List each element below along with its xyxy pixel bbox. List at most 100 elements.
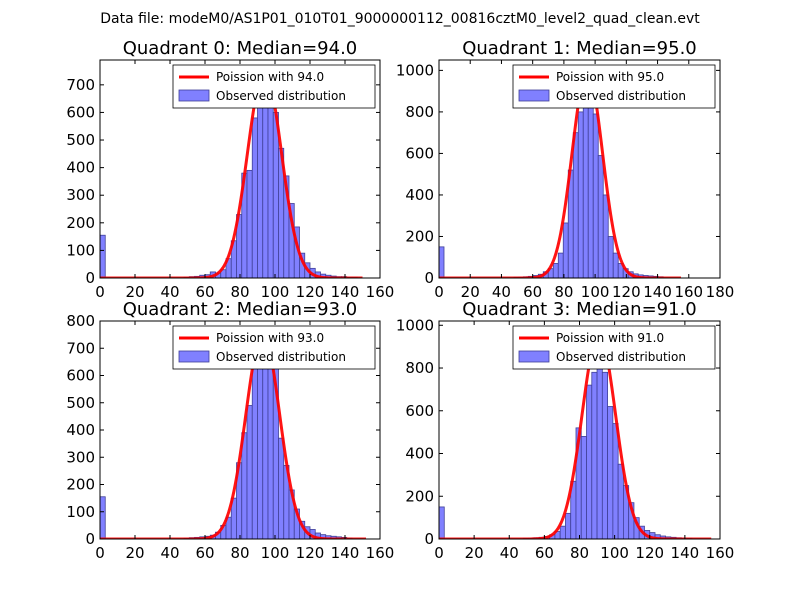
y-tick-label: 600 xyxy=(66,103,95,121)
x-tick-label: 0 xyxy=(95,283,105,301)
histogram-bar xyxy=(559,525,566,539)
histogram-bar xyxy=(552,263,559,278)
subplot-quadrant-0: 0 20 40 60 80 100 120 140 160 0 100 200 300 400 500 600… xyxy=(66,38,394,301)
histogram-bar xyxy=(592,113,599,278)
subplot-quadrant-1: 0 20 40 60 80 100 120 140 160 180 0 200 400 600 800 100… xyxy=(396,38,735,301)
histogram-bar xyxy=(278,437,285,539)
legend-observed-swatch xyxy=(178,350,210,363)
histogram-bar xyxy=(246,169,253,278)
legend-curve-label: Poission with 95.0 xyxy=(556,70,664,84)
histogram-bar xyxy=(607,406,614,539)
histogram-bar xyxy=(612,252,619,278)
x-tick-label: 160 xyxy=(366,283,395,301)
subplot-quadrant-2: 0 20 40 60 80 100 120 140 160 0 100 200 300 400 500 600… xyxy=(66,299,394,562)
histogram-bar xyxy=(591,371,598,539)
x-tick-label: 20 xyxy=(465,544,484,562)
histogram-bar xyxy=(596,354,603,539)
y-tick-label: 300 xyxy=(66,448,95,466)
histogram-bar xyxy=(565,512,572,539)
y-tick-label: 1000 xyxy=(396,316,434,334)
x-tick-label: 120 xyxy=(612,283,641,301)
legend: Poission with 95.0 Observed distribution xyxy=(512,64,716,109)
y-tick-label: 400 xyxy=(66,421,95,439)
histogram-bar xyxy=(597,155,604,278)
legend: Poission with 93.0 Observed distribution xyxy=(172,325,376,370)
x-tick-label: 60 xyxy=(523,283,542,301)
histogram-bar xyxy=(557,252,564,278)
histogram-bar xyxy=(100,496,106,539)
x-tick-label: 60 xyxy=(195,283,214,301)
y-tick-label: 0 xyxy=(424,530,434,548)
y-tick-label: 400 xyxy=(405,186,434,204)
legend-observed-label: Observed distribution xyxy=(216,89,346,103)
subplot-title: Quadrant 0: Median=94.0 xyxy=(123,38,358,59)
x-tick-label: 120 xyxy=(296,283,325,301)
legend: Poission with 91.0 Observed distribution xyxy=(512,325,716,370)
x-tick-label: 140 xyxy=(671,544,700,562)
x-tick-label: 40 xyxy=(500,544,519,562)
x-tick-label: 100 xyxy=(600,544,629,562)
y-tick-label: 600 xyxy=(405,144,434,162)
x-tick-label: 20 xyxy=(461,283,480,301)
x-tick-label: 60 xyxy=(535,544,554,562)
x-tick-label: 0 xyxy=(434,544,444,562)
plot-area xyxy=(439,332,712,539)
x-tick-label: 100 xyxy=(261,283,290,301)
histogram-bar xyxy=(439,246,445,278)
y-tick-label: 500 xyxy=(66,131,95,149)
y-tick-label: 0 xyxy=(85,269,95,287)
y-tick-label: 600 xyxy=(66,367,95,385)
y-tick-label: 800 xyxy=(405,359,434,377)
x-tick-label: 120 xyxy=(635,544,664,562)
subplot-title: Quadrant 1: Median=95.0 xyxy=(462,38,697,59)
x-tick-label: 0 xyxy=(434,283,444,301)
x-tick-label: 80 xyxy=(230,544,249,562)
histogram-bar xyxy=(246,405,253,539)
legend: Poission with 94.0 Observed distribution xyxy=(172,64,376,109)
histogram-bar xyxy=(586,384,593,539)
x-tick-label: 120 xyxy=(296,544,325,562)
legend-observed-label: Observed distribution xyxy=(556,89,686,103)
x-tick-label: 80 xyxy=(554,283,573,301)
legend-curve-label: Poission with 93.0 xyxy=(216,331,324,345)
histogram-bar xyxy=(572,132,579,278)
x-tick-label: 180 xyxy=(706,283,735,301)
x-tick-label: 100 xyxy=(261,544,290,562)
x-tick-label: 160 xyxy=(706,544,735,562)
y-tick-label: 100 xyxy=(66,503,95,521)
x-tick-label: 20 xyxy=(125,283,144,301)
x-tick-label: 160 xyxy=(366,544,395,562)
histogram-bar xyxy=(257,350,264,539)
subplot-grid: 0 20 40 60 80 100 120 140 1600100200300400500600… xyxy=(66,38,734,562)
y-tick-label: 600 xyxy=(405,402,434,420)
y-tick-label: 400 xyxy=(66,159,95,177)
y-tick-label: 200 xyxy=(405,227,434,245)
y-tick-label: 500 xyxy=(66,394,95,412)
histogram-bar xyxy=(602,194,609,278)
y-tick-label: 200 xyxy=(66,476,95,494)
y-tick-label: 0 xyxy=(85,530,95,548)
x-tick-label: 160 xyxy=(674,283,703,301)
x-tick-label: 40 xyxy=(492,283,511,301)
y-tick-label: 700 xyxy=(66,339,95,357)
x-tick-label: 20 xyxy=(125,544,144,562)
x-tick-label: 0 xyxy=(95,544,105,562)
histogram-bar xyxy=(257,94,264,278)
y-tick-label: 1000 xyxy=(396,61,434,79)
histogram-bar xyxy=(251,117,258,278)
y-tick-label: 0 xyxy=(424,269,434,287)
x-tick-label: 140 xyxy=(643,283,672,301)
legend-observed-label: Observed distribution xyxy=(556,350,686,364)
histogram-bar xyxy=(439,506,445,539)
y-tick-label: 700 xyxy=(66,76,95,94)
y-tick-label: 800 xyxy=(66,312,95,330)
legend-observed-swatch xyxy=(178,89,210,102)
poisson-curve xyxy=(100,69,363,278)
subplot-quadrant-3: 0 20 40 60 80 100 120 140 160 0 200 400 600 800 1000 Qu… xyxy=(396,299,735,562)
legend-curve-label: Poission with 91.0 xyxy=(556,331,664,345)
x-tick-label: 40 xyxy=(160,544,179,562)
subplot-title: Quadrant 3: Median=91.0 xyxy=(462,299,697,320)
x-tick-label: 100 xyxy=(581,283,610,301)
legend-observed-swatch xyxy=(518,89,550,102)
